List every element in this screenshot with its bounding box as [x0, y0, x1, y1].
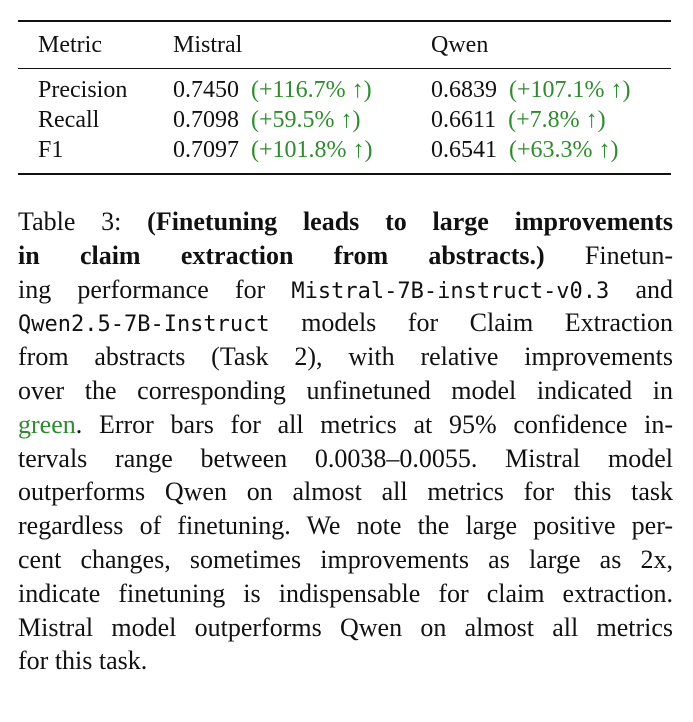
qwen-value: 0.6611	[431, 107, 497, 133]
table-header-row: Metric Mistral Qwen	[18, 22, 671, 68]
qwen-cell: 0.6839 (+107.1% ↑)	[431, 75, 631, 105]
mistral-cell: 0.7098 (+59.5% ↑)	[173, 105, 361, 135]
table-row: Recall 0.7098 (+59.5% ↑) 0.6611 (+7.8% ↑)	[18, 105, 671, 135]
mistral-value: 0.7098	[173, 107, 239, 133]
table-body: Precision 0.7450 (+116.7% ↑) 0.6839 (+107.…	[18, 69, 671, 173]
mistral-cell: 0.7097 (+101.8% ↑)	[173, 135, 373, 165]
qwen-delta: (+7.8% ↑)	[508, 107, 606, 133]
caption-text: . Error bars for all metrics at 95% conf…	[75, 409, 673, 439]
caption-line: over the corresponding unfinetuned model…	[18, 375, 673, 405]
mistral-delta: (+101.8% ↑)	[251, 137, 373, 163]
caption-line: green. Error bars for all metrics at 95%…	[18, 408, 673, 442]
mistral-delta: (+116.7% ↑)	[251, 77, 372, 103]
mistral-cell: 0.7450 (+116.7% ↑)	[173, 75, 372, 105]
caption-text: and	[635, 274, 674, 304]
metric-label: Recall	[38, 107, 100, 133]
mistral-delta: (+59.5% ↑)	[251, 107, 361, 133]
metric-label: F1	[38, 137, 64, 163]
green-word: green	[18, 409, 76, 439]
table-caption: Table 3: (Finetuning leads to large impr…	[18, 205, 673, 678]
qwen-cell: 0.6611 (+7.8% ↑)	[431, 105, 606, 135]
caption-text: Finetun-	[584, 240, 673, 270]
model-name-mistral: Mistral-7B-instruct-v0.3	[291, 278, 610, 304]
caption-bold-title: in claim extraction from abstracts.)	[18, 240, 545, 270]
caption-line: for this task.	[18, 646, 148, 676]
caption-line: cent changes, sometimes improvements as …	[18, 544, 673, 574]
qwen-value: 0.6839	[431, 77, 497, 103]
caption-bold-title: (Finetuning leads to large improvements	[147, 207, 673, 236]
qwen-value: 0.6541	[431, 137, 497, 163]
model-name-qwen: Qwen2.5-7B-Instruct	[18, 312, 270, 338]
caption-line: from abstracts (Task 2), with relative i…	[18, 342, 673, 372]
table-row: Precision 0.7450 (+116.7% ↑) 0.6839 (+107.…	[18, 75, 671, 105]
results-table: Metric Mistral Qwen Precision 0.7450 (+11…	[18, 20, 671, 175]
caption-line: in claim extraction from abstracts.) Fin…	[18, 239, 673, 273]
header-metric: Metric	[38, 32, 102, 58]
table-mid-rule	[18, 68, 671, 69]
header-mistral: Mistral	[173, 32, 243, 58]
qwen-delta: (+107.1% ↑)	[509, 77, 631, 103]
caption-line: regardless of finetuning. We note the la…	[18, 511, 673, 541]
caption-text: ing performance for	[18, 274, 266, 304]
caption-line: ing performance for Mistral-7B-instruct-…	[18, 273, 673, 307]
caption-line: Qwen2.5-7B-Instruct models for Claim Ext…	[18, 306, 673, 340]
mistral-value: 0.7097	[173, 137, 239, 163]
qwen-cell: 0.6541 (+63.3% ↑)	[431, 135, 619, 165]
table-row: F1 0.7097 (+101.8% ↑) 0.6541 (+63.3% ↑)	[18, 135, 671, 165]
table-bottom-rule	[18, 173, 671, 175]
caption-text: models for Claim Extraction	[301, 308, 673, 338]
metric-label: Precision	[38, 77, 128, 103]
caption-label: Table 3:	[18, 207, 122, 236]
caption-line: outperforms Qwen on almost all metrics f…	[18, 477, 673, 507]
mistral-value: 0.7450	[173, 77, 239, 103]
table-top-rule	[18, 20, 671, 22]
caption-line: Mistral model outperforms Qwen on almost…	[18, 612, 673, 642]
caption-line: Table 3: (Finetuning leads to large impr…	[18, 205, 673, 239]
header-qwen: Qwen	[431, 32, 489, 58]
qwen-delta: (+63.3% ↑)	[509, 137, 619, 163]
caption-line: indicate finetuning is indispensable for…	[18, 578, 673, 608]
caption-line: tervals range between 0.0038–0.0055. Mis…	[18, 443, 673, 473]
